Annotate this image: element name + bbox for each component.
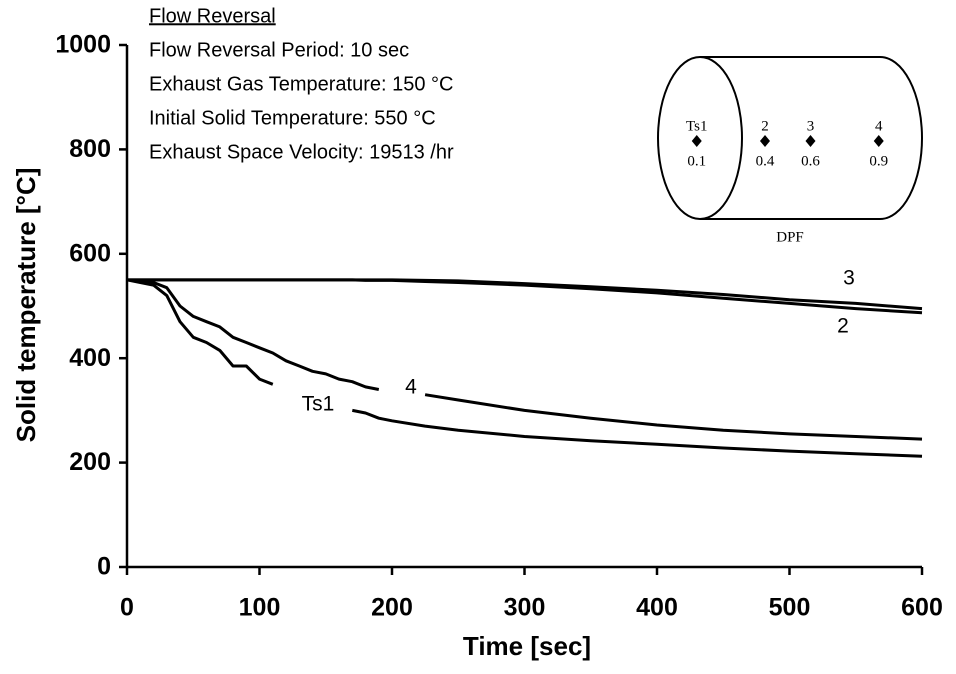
annotation: Exhaust Space Velocity: 19513 /hr	[149, 141, 454, 163]
y-tick-label: 1000	[55, 31, 111, 59]
inset-point-marker	[873, 135, 884, 147]
y-tick-label: 800	[69, 135, 111, 163]
series-line	[127, 278, 923, 311]
y-tick-label: 0	[97, 553, 111, 581]
series-line	[126, 278, 923, 441]
inset-point-marker	[760, 135, 770, 147]
series-label: Ts1	[302, 393, 335, 416]
cylinder-back	[879, 56, 923, 220]
x-tick-label: 0	[120, 594, 134, 622]
inset-point-name: Ts1	[686, 118, 707, 134]
inset-label: DPF	[776, 229, 804, 245]
y-tick-label: 400	[69, 344, 111, 372]
x-tick-label: 400	[636, 594, 678, 622]
annotation: Flow Reversal Period: 10 sec	[149, 39, 409, 61]
inset-point-name: 3	[807, 118, 815, 134]
inset-dpf	[657, 56, 923, 220]
y-tick-label: 600	[69, 239, 111, 267]
inset-point-position: 0.9	[869, 153, 888, 169]
series-line	[126, 278, 923, 458]
inset-point-marker	[691, 135, 702, 147]
x-tick-label: 100	[239, 594, 281, 622]
x-tick-label: 300	[504, 594, 546, 622]
inset-point-position: 0.4	[756, 153, 775, 169]
series-label: 3	[843, 267, 855, 290]
annotation: Exhaust Gas Temperature: 150 °C	[149, 73, 453, 95]
annotation: Initial Solid Temperature: 550 °C	[149, 107, 436, 129]
series-label: 2	[837, 315, 849, 338]
cylinder-end	[657, 56, 743, 220]
x-tick-label: 500	[769, 594, 811, 622]
x-tick-label: 600	[901, 594, 943, 622]
inset-point-position: 0.6	[801, 153, 820, 169]
inset-point-position: 0.1	[687, 153, 706, 169]
inset-point-name: 4	[875, 118, 883, 134]
annotation-heading: Flow Reversal	[149, 5, 276, 27]
y-tick-label: 200	[69, 448, 111, 476]
inset-point-marker	[805, 135, 816, 147]
series-label: 4	[405, 376, 417, 399]
x-tick-label: 200	[371, 594, 413, 622]
x-axis-title: Time [sec]	[463, 631, 591, 661]
inset-point-name: 2	[761, 118, 769, 134]
y-axis-title: Solid temperature [°C]	[11, 168, 41, 443]
